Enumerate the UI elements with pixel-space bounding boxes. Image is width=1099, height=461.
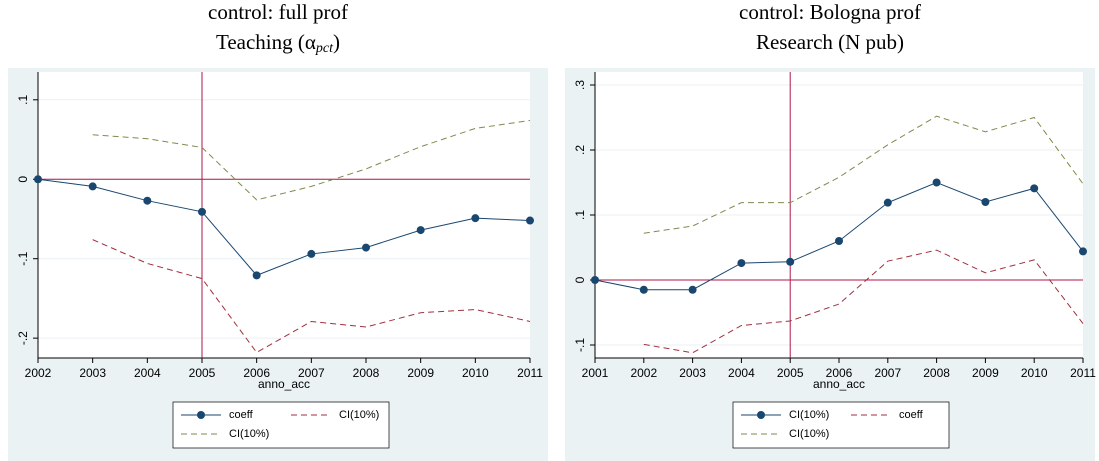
y-tick-label: .2 <box>573 145 587 155</box>
point <box>883 198 892 207</box>
x-axis-label: anno_acc <box>258 377 310 391</box>
y-tick-label: -.1 <box>16 251 30 265</box>
x-tick-label: 2004 <box>134 366 161 380</box>
chart-title: control: full prof <box>208 0 348 24</box>
x-tick-label: 2002 <box>630 366 657 380</box>
point <box>835 237 843 245</box>
point <box>688 285 697 294</box>
point <box>198 207 206 216</box>
x-tick-label: 2009 <box>972 366 999 380</box>
x-tick-label: 2008 <box>353 366 380 380</box>
chart-subtitle: Teaching (αpct) <box>216 30 340 56</box>
x-tick-label: 2002 <box>25 366 52 380</box>
point <box>639 285 648 294</box>
point <box>526 216 534 225</box>
x-tick-label: 2006 <box>826 366 853 380</box>
legend-marker <box>757 411 765 419</box>
series-line <box>643 249 1084 354</box>
x-tick-label: 2007 <box>298 366 325 380</box>
x-tick-label: 2003 <box>79 366 106 380</box>
point <box>471 214 480 223</box>
series-line <box>92 119 531 201</box>
legend-marker <box>197 411 205 419</box>
point <box>34 175 42 184</box>
x-tick-label: 2001 <box>582 366 609 380</box>
x-tick-label: 2009 <box>407 366 434 380</box>
x-axis-label: anno_acc <box>813 377 865 391</box>
point <box>1079 247 1087 256</box>
x-tick-label: 2010 <box>462 366 489 380</box>
chart-subtitle: Research (N pub) <box>756 30 904 54</box>
chart-panel: control: Bologna prof Research (N pub) -.1… <box>565 0 1096 461</box>
x-tick-label: 2005 <box>189 366 216 380</box>
legend-label: CI(10%) <box>229 428 269 440</box>
y-tick-label: .1 <box>573 210 587 220</box>
x-tick-label: 2007 <box>874 366 901 380</box>
point <box>981 198 990 206</box>
point <box>88 182 97 191</box>
point <box>737 259 746 268</box>
chart-title: control: Bologna prof <box>739 0 921 24</box>
x-tick-label: 2008 <box>923 366 950 380</box>
point <box>591 276 599 284</box>
legend-box <box>172 401 390 449</box>
series-line <box>92 239 531 354</box>
x-tick-label: 2011 <box>1070 366 1096 380</box>
point <box>362 243 370 252</box>
y-tick-label: 0 <box>16 176 30 183</box>
point <box>143 196 152 205</box>
legend-box <box>732 401 950 449</box>
point <box>1030 184 1039 193</box>
point <box>307 249 316 258</box>
y-tick-label: -.1 <box>573 338 587 352</box>
x-tick-label: 2010 <box>1021 366 1048 380</box>
x-tick-label: 2004 <box>728 366 755 380</box>
legend-label: CI(10%) <box>339 409 379 421</box>
subtitle-part: ) <box>333 30 340 54</box>
point <box>416 226 425 235</box>
x-tick-label: 2003 <box>679 366 706 380</box>
subtitle-part: Teaching (α <box>216 30 316 54</box>
x-tick-label: 2005 <box>777 366 804 380</box>
legend-label: CI(10%) <box>789 409 829 421</box>
legend-label: coeff <box>229 409 254 421</box>
y-tick-label: 0 <box>573 276 587 283</box>
point <box>932 178 941 187</box>
x-tick-label: 2006 <box>243 366 270 380</box>
subtitle-part: pct <box>315 41 334 56</box>
y-tick-label: .1 <box>16 94 30 104</box>
x-tick-label: 2011 <box>517 366 543 380</box>
plot-area <box>38 72 530 358</box>
legend-label: CI(10%) <box>789 428 829 440</box>
y-tick-label: -.2 <box>16 331 30 345</box>
series-line <box>37 178 531 276</box>
point <box>786 257 795 266</box>
subtitle-part: Research (N pub) <box>756 30 904 54</box>
chart-panel: control: full prof Teaching (αpct) -.2 -.1 0… <box>8 0 548 461</box>
y-tick-label: .3 <box>573 80 587 90</box>
legend-label: coeff <box>899 409 924 421</box>
point <box>252 271 261 280</box>
